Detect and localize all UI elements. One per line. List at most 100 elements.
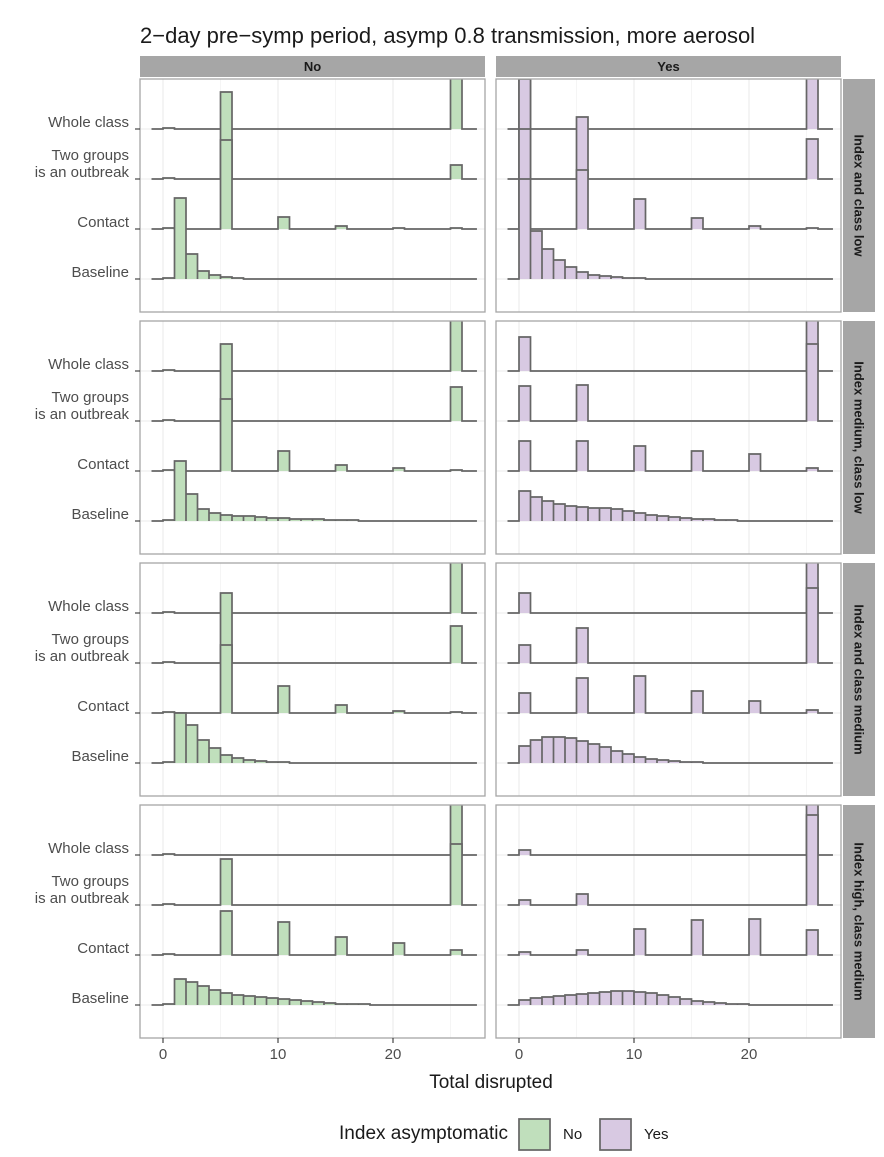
distribution-line [507, 563, 833, 614]
distribution-line [507, 918, 833, 956]
distribution-fill [507, 344, 833, 421]
y-tick-label: Two groups [51, 147, 129, 164]
distribution-line [151, 592, 477, 664]
distribution-line [151, 712, 477, 764]
distribution-line [507, 128, 833, 230]
distribution-line [507, 805, 833, 856]
distribution-line [507, 490, 833, 522]
distribution-fill [151, 344, 477, 421]
y-tick-label: is an outbreak [35, 890, 130, 907]
y-tick-label: Contact [77, 940, 130, 957]
x-tick-label: 20 [385, 1046, 402, 1063]
series-group [507, 805, 833, 1006]
legend-key-no [518, 1118, 551, 1151]
distribution-line [151, 978, 477, 1006]
y-tick-label: Contact [77, 214, 130, 231]
y-tick-label: Whole class [48, 840, 129, 857]
legend-entry-label: No [563, 1126, 582, 1143]
panel-border [139, 562, 486, 797]
column-strip-label: Yes [657, 59, 679, 74]
y-tick-label: Two groups [51, 631, 129, 648]
distribution-line [151, 343, 477, 422]
row-strip [843, 563, 875, 796]
x-tick-label: 0 [159, 1046, 167, 1063]
distribution-line [151, 91, 477, 180]
row-strip-label: Index high, class medium [852, 842, 867, 1000]
distribution-line [507, 321, 833, 372]
distribution-fill [507, 179, 833, 279]
distribution-fill [507, 815, 833, 905]
y-tick-label: Baseline [71, 748, 129, 765]
row-strip [843, 321, 875, 554]
panel [495, 562, 842, 797]
panel [495, 78, 842, 313]
distribution-line [151, 460, 477, 522]
distribution-line [507, 178, 833, 280]
distribution-fill [151, 844, 477, 905]
distribution-fill [507, 991, 833, 1005]
x-axis-title: Total disrupted [429, 1072, 553, 1093]
distribution-line [151, 321, 477, 372]
panel [139, 804, 486, 1039]
distribution-line [151, 398, 477, 472]
distribution-line [507, 675, 833, 714]
panel-border [139, 804, 486, 1039]
facet-panels [139, 78, 842, 1039]
legend-key-yes [599, 1118, 632, 1151]
x-tick-label: 0 [515, 1046, 523, 1063]
distribution-fill [151, 593, 477, 663]
distribution-line [507, 814, 833, 906]
panel [139, 78, 486, 313]
panel-border [139, 320, 486, 555]
column-strip-no [140, 56, 485, 77]
distribution-fill [151, 979, 477, 1005]
legend-entry-label: Yes [644, 1126, 668, 1143]
distribution-fill [507, 588, 833, 663]
y-tick-label: is an outbreak [35, 648, 130, 665]
panel [495, 320, 842, 555]
column-strip-yes [496, 56, 841, 77]
y-tick-label: Baseline [71, 990, 129, 1007]
distribution-line [507, 343, 833, 422]
x-tick-label: 10 [270, 1046, 287, 1063]
series-group [151, 805, 477, 1006]
distribution-line [151, 79, 477, 130]
distribution-fill [507, 919, 833, 955]
distribution-fill [151, 399, 477, 471]
distribution-fill [507, 491, 833, 521]
distribution-line [507, 587, 833, 664]
distribution-fill [151, 198, 477, 279]
panel-border [495, 320, 842, 555]
distribution-fill [151, 92, 477, 179]
y-tick-label: is an outbreak [35, 164, 130, 181]
x-tick-label: 20 [741, 1046, 758, 1063]
row-strip [843, 805, 875, 1038]
distribution-fill [151, 461, 477, 521]
distribution-fill [151, 911, 477, 955]
column-strip-label: No [304, 59, 321, 74]
y-tick-label: Contact [77, 456, 130, 473]
distribution-line [151, 644, 477, 714]
series-group [507, 79, 833, 280]
distribution-fill [151, 645, 477, 713]
row-strip-label: Index medium, class low [852, 361, 867, 514]
distribution-line [507, 736, 833, 764]
y-tick-label: Whole class [48, 114, 129, 131]
panel-border [495, 562, 842, 797]
distribution-line [151, 139, 477, 230]
distribution-line [507, 79, 833, 180]
facet-strips: No Yes Index and class low Index medium, cl… [140, 56, 875, 1038]
y-tick-label: Whole class [48, 598, 129, 615]
distribution-line [507, 990, 833, 1006]
distribution-line [151, 563, 477, 614]
row-strip-label: Index and class medium [852, 604, 867, 754]
y-tick-label: Baseline [71, 506, 129, 523]
distribution-fill [507, 441, 833, 471]
series-group [507, 321, 833, 522]
y-tick-label: Two groups [51, 389, 129, 406]
y-tick-label: Baseline [71, 264, 129, 281]
legend-title: Index asymptomatic [339, 1123, 508, 1144]
chart-title: 2−day pre−symp period, asymp 0.8 transmi… [140, 23, 755, 48]
panel-border [139, 78, 486, 313]
